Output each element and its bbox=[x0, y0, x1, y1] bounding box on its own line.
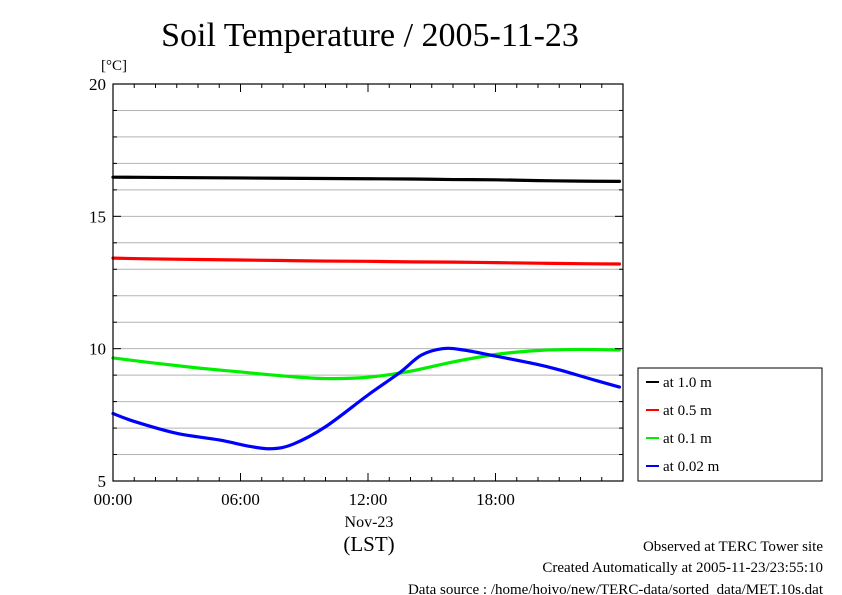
x-date-label: Nov-23 bbox=[345, 514, 394, 531]
y-axis-unit: [°C] bbox=[101, 58, 127, 74]
series-line-1 bbox=[111, 256, 622, 266]
legend-box bbox=[637, 367, 823, 482]
x-tick-label: 12:00 bbox=[349, 490, 388, 509]
legend-label: at 1.0 m bbox=[663, 375, 712, 391]
chart-title: Soil Temperature / 2005-11-23 bbox=[161, 17, 579, 54]
footer-created: Created Automatically at 2005-11-23/23:5… bbox=[542, 560, 823, 576]
series-line-3 bbox=[111, 346, 622, 451]
legend: at 1.0 m at 0.5 m at 0.1 m at 0.02 m bbox=[637, 367, 823, 482]
x-tick-label: 00:00 bbox=[94, 490, 133, 509]
footer-observed: Observed at TERC Tower site bbox=[643, 539, 823, 555]
x-axis-label: (LST) bbox=[343, 532, 394, 556]
x-tick-labels: 00:00 06:00 12:00 18:00 bbox=[94, 490, 515, 509]
series-line-0 bbox=[111, 175, 622, 183]
axis-ticks bbox=[112, 83, 624, 482]
series-lines bbox=[111, 175, 622, 451]
y-tick-label: 5 bbox=[98, 472, 107, 491]
y-tick-label: 10 bbox=[89, 340, 106, 359]
footer-source: Data source : /home/hoivo/new/TERC-data/… bbox=[408, 582, 824, 595]
x-tick-label: 18:00 bbox=[476, 490, 515, 509]
legend-label: at 0.1 m bbox=[663, 431, 712, 447]
y-tick-labels: 5 10 15 20 bbox=[89, 75, 106, 491]
legend-label: at 0.5 m bbox=[663, 403, 712, 419]
series-line-2 bbox=[111, 347, 622, 381]
grid bbox=[113, 109, 623, 456]
legend-label: at 0.02 m bbox=[663, 459, 720, 475]
x-tick-label: 06:00 bbox=[221, 490, 260, 509]
y-tick-label: 20 bbox=[89, 75, 106, 94]
plot-frame bbox=[112, 83, 624, 482]
y-tick-label: 15 bbox=[89, 207, 106, 226]
